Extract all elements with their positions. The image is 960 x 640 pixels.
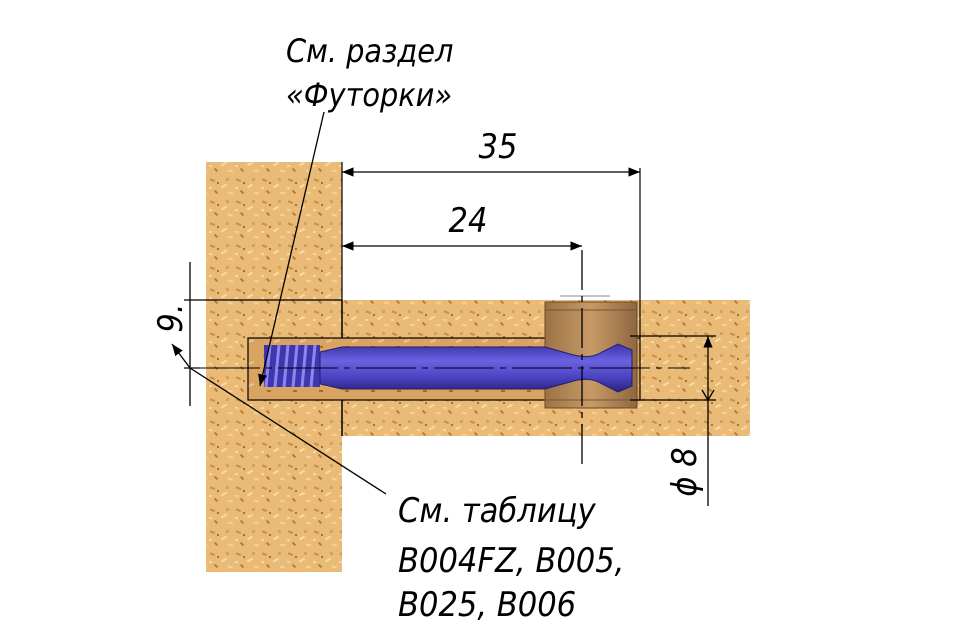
dim-9-label: 9. (151, 303, 191, 332)
dim-phi8-label: ϕ 8 (665, 447, 705, 496)
label-futorki-line2: «Футорки» (286, 76, 452, 114)
label-table-line1: См. таблицу (398, 491, 597, 531)
leader-futorki (258, 111, 325, 387)
leader-table-arrow (171, 343, 191, 369)
dim-24-label: 24 (449, 201, 488, 241)
leader-table (189, 367, 387, 495)
label-table-line2: B004FZ, B005, (398, 541, 624, 581)
label-futorki-line1: См. раздел (286, 32, 453, 70)
label-table-line3: B025, B006 (398, 585, 576, 625)
dim-35-label: 35 (479, 127, 518, 167)
bolt-thread (264, 344, 320, 388)
